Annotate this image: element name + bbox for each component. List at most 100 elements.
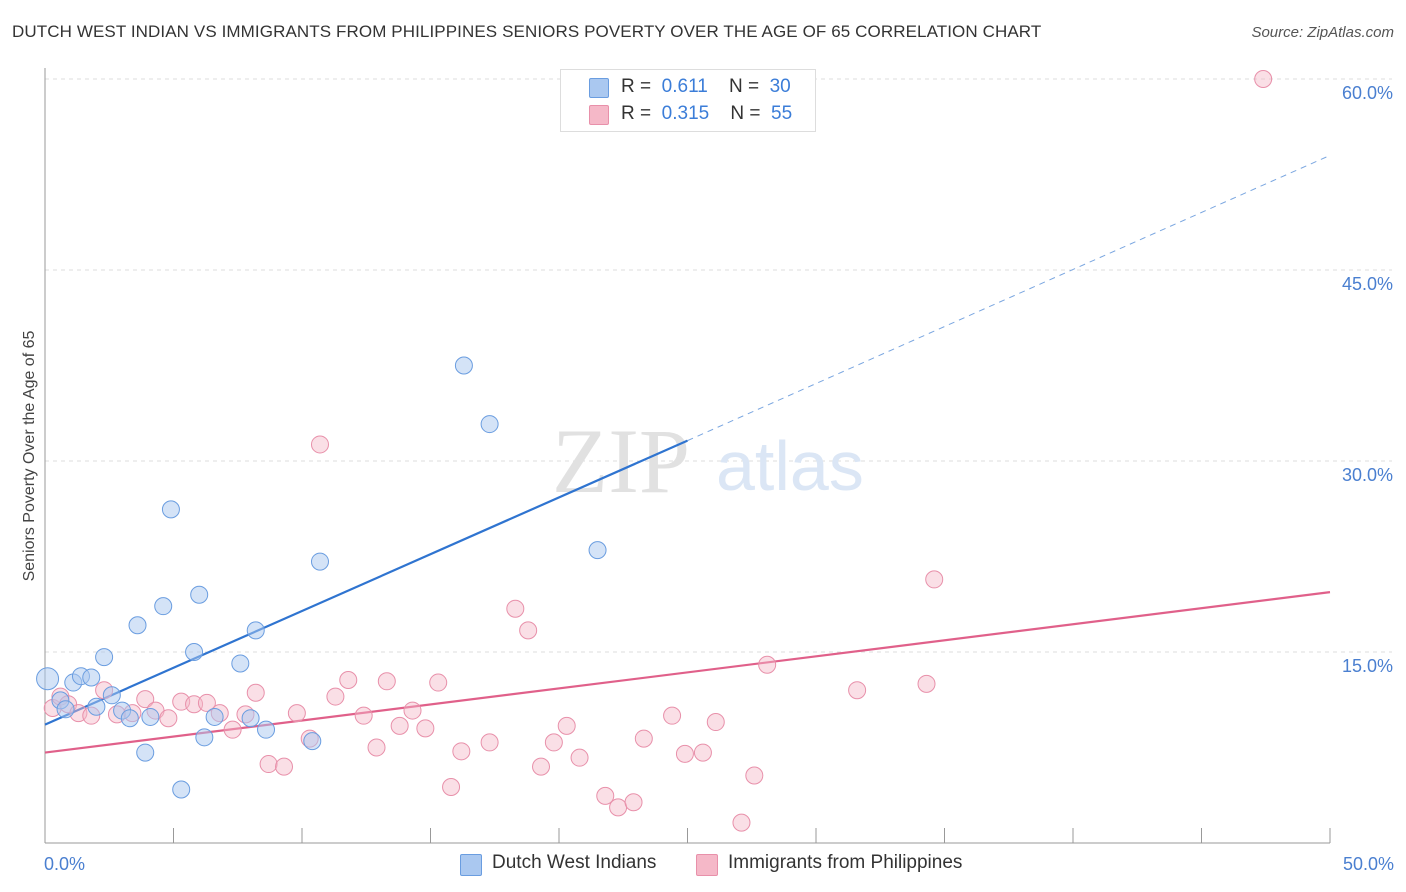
- data-point-philippines: [848, 681, 867, 700]
- data-point-philippines: [1254, 70, 1273, 88]
- data-point-philippines: [403, 701, 422, 720]
- data-point-dutch-west-indians: [241, 709, 260, 728]
- watermark: ZIP atlas: [552, 410, 864, 512]
- grid-lines: [45, 78, 1392, 653]
- data-point-dutch-west-indians: [161, 500, 180, 519]
- data-point-philippines: [246, 683, 265, 702]
- legend-n-label: N =: [730, 103, 761, 124]
- legend-swatch-blue: [589, 78, 609, 98]
- data-point-philippines: [416, 719, 435, 738]
- legend-n-value: 55: [771, 103, 793, 124]
- y-tick-label: 15.0%: [1342, 656, 1393, 676]
- data-point-dutch-west-indians: [190, 585, 209, 604]
- y-tick-label: 45.0%: [1342, 274, 1393, 294]
- chart-title: DUTCH WEST INDIAN VS IMMIGRANTS FROM PHI…: [12, 22, 1042, 41]
- data-point-philippines: [367, 738, 386, 757]
- series-legend-label: Immigrants from Philippines: [728, 852, 963, 873]
- data-point-philippines: [287, 704, 306, 723]
- series-swatch-pink: [696, 854, 718, 876]
- legend-n-value: 30: [769, 76, 791, 97]
- series-swatch-blue: [460, 854, 482, 876]
- legend-r-label: R =: [621, 103, 652, 124]
- data-point-philippines: [326, 687, 345, 706]
- data-point-philippines: [390, 716, 409, 735]
- y-tick-labels: 15.0% 30.0% 45.0% 60.0%: [1342, 83, 1393, 676]
- data-point-philippines: [480, 733, 499, 752]
- data-point-philippines: [732, 813, 751, 832]
- data-point-philippines: [452, 742, 471, 761]
- data-point-philippines: [223, 720, 242, 739]
- data-point-philippines: [354, 706, 373, 725]
- y-axis-label: Seniors Poverty Over the Age of 65: [21, 331, 38, 582]
- data-point-philippines: [159, 709, 178, 728]
- data-point-dutch-west-indians: [303, 732, 322, 751]
- data-point-dutch-west-indians: [172, 780, 191, 799]
- data-point-philippines: [570, 748, 589, 767]
- data-point-philippines: [544, 733, 563, 752]
- data-point-philippines: [609, 798, 628, 817]
- data-point-philippines: [706, 713, 725, 732]
- x-tick-label-max: 50.0%: [1343, 854, 1394, 874]
- trend-line-dutch-west-indians: [44, 439, 688, 726]
- data-point-dutch-west-indians: [480, 415, 499, 434]
- data-point-philippines: [442, 777, 461, 796]
- data-point-dutch-west-indians: [95, 648, 114, 667]
- data-point-dutch-west-indians: [128, 616, 147, 635]
- data-point-dutch-west-indians: [257, 720, 276, 739]
- data-point-dutch-west-indians: [102, 686, 121, 705]
- data-point-dutch-west-indians: [185, 643, 204, 661]
- legend-swatch-pink: [589, 105, 609, 125]
- x-tick-labels: 0.0% 50.0%: [44, 854, 1394, 874]
- data-point-philippines: [377, 672, 396, 691]
- data-point-philippines: [197, 693, 216, 712]
- x-tick-label-min: 0.0%: [44, 854, 85, 874]
- data-point-dutch-west-indians: [82, 668, 101, 687]
- data-point-philippines: [925, 570, 944, 589]
- data-point-philippines: [519, 621, 538, 640]
- data-point-dutch-west-indians: [56, 700, 75, 719]
- data-point-dutch-west-indians: [205, 707, 224, 726]
- data-point-philippines: [275, 757, 294, 776]
- data-point-dutch-west-indians: [154, 597, 173, 616]
- data-point-philippines: [259, 755, 278, 774]
- data-point-philippines: [506, 599, 525, 618]
- data-point-philippines: [663, 706, 682, 725]
- legend-r-value: 0.611: [661, 76, 708, 97]
- legend-r-label: R =: [621, 76, 652, 97]
- data-point-philippines: [624, 793, 643, 812]
- data-point-dutch-west-indians: [120, 709, 139, 728]
- data-point-philippines: [532, 757, 551, 776]
- trend-line-dutch-west-indians-extension: [687, 154, 1331, 442]
- data-point-philippines: [185, 695, 204, 714]
- data-point-philippines: [339, 671, 358, 690]
- data-point-dutch-west-indians: [36, 667, 60, 691]
- data-point-philippines: [596, 786, 615, 805]
- data-point-philippines: [745, 766, 764, 785]
- series-dutch-west-indians-points: [36, 356, 607, 799]
- data-point-philippines: [917, 674, 936, 693]
- data-point-philippines: [634, 729, 653, 748]
- series-legend-label: Dutch West Indians: [492, 852, 657, 873]
- watermark-zip: ZIP: [552, 410, 690, 512]
- data-point-philippines: [758, 655, 777, 674]
- data-point-dutch-west-indians: [141, 707, 160, 726]
- chart-source: Source: ZipAtlas.com: [1251, 24, 1394, 41]
- data-point-dutch-west-indians: [87, 697, 106, 716]
- y-tick-label: 60.0%: [1342, 83, 1393, 103]
- data-point-philippines: [693, 743, 712, 762]
- legend-n-label: N =: [728, 76, 760, 97]
- data-point-philippines: [429, 673, 448, 692]
- data-point-dutch-west-indians: [195, 728, 214, 747]
- y-tick-label: 30.0%: [1342, 465, 1393, 485]
- data-point-dutch-west-indians: [246, 621, 265, 640]
- data-point-philippines: [310, 435, 329, 454]
- data-point-dutch-west-indians: [136, 743, 155, 762]
- x-tick-marks: [44, 828, 1331, 843]
- data-point-philippines: [557, 716, 576, 735]
- data-point-dutch-west-indians: [454, 356, 473, 375]
- watermark-atlas: atlas: [716, 427, 864, 505]
- data-point-dutch-west-indians: [231, 654, 250, 673]
- data-point-dutch-west-indians: [588, 541, 607, 560]
- series-philippines-points: [43, 70, 1273, 832]
